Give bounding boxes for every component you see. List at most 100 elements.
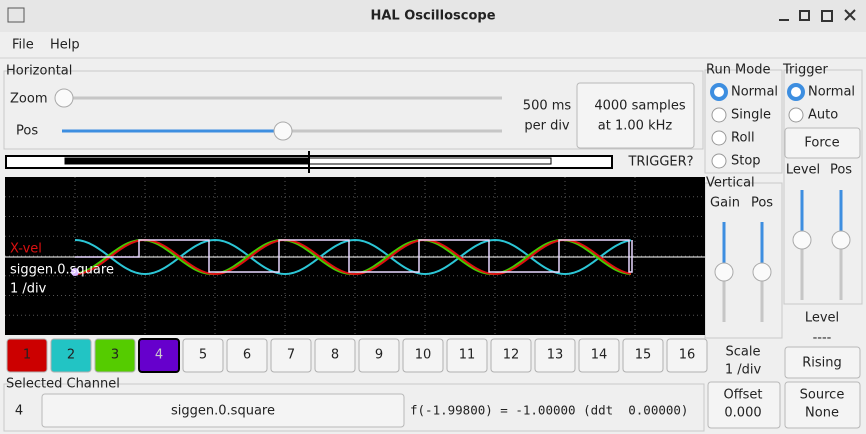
trace-marker — [71, 268, 79, 276]
samples-button[interactable] — [576, 82, 695, 149]
radio[interactable] — [711, 153, 727, 169]
tlevel-handle[interactable] — [792, 230, 812, 250]
channel-button[interactable] — [622, 338, 664, 373]
trace-cyan — [74, 238, 632, 276]
channel-name-button[interactable] — [41, 393, 405, 428]
radio[interactable] — [711, 107, 727, 123]
scope-label: siggen.0.square — [10, 263, 114, 278]
channel-button[interactable] — [226, 338, 268, 373]
button-text: Rising — [802, 356, 842, 371]
source-button[interactable] — [784, 381, 861, 429]
button-text: Force — [804, 136, 839, 151]
radio-label: Stop — [731, 154, 761, 169]
channel-button[interactable] — [6, 338, 48, 373]
trace-red — [74, 238, 632, 276]
channel-number: 4 — [155, 348, 163, 363]
button-text: Source — [800, 388, 845, 403]
channel-button[interactable] — [490, 338, 532, 373]
label: Level — [805, 311, 839, 326]
channel-number: 2 — [67, 348, 75, 363]
trigger-group — [783, 69, 863, 305]
zoom-handle[interactable] — [54, 88, 74, 108]
channel-button[interactable] — [666, 338, 708, 373]
channel-number: 15 — [635, 348, 652, 363]
maximize[interactable] — [821, 10, 833, 22]
button-text: None — [805, 406, 839, 421]
channel-number: 16 — [679, 348, 696, 363]
window-icon — [7, 7, 25, 23]
title-bar — [0, 0, 866, 32]
button-text: siggen.0.square — [171, 404, 275, 419]
channel-button[interactable] — [270, 338, 312, 373]
radio-label: Normal — [731, 85, 778, 100]
channel-button[interactable] — [534, 338, 576, 373]
radio[interactable] — [788, 107, 804, 123]
tpos-handle[interactable] — [831, 230, 851, 250]
channel-button[interactable] — [138, 338, 180, 373]
trigger-status: TRIGGER? — [627, 155, 693, 170]
channel-button[interactable] — [446, 338, 488, 373]
channel-number: 3 — [111, 348, 119, 363]
label: Zoom — [10, 92, 47, 107]
horizontal-group — [3, 70, 704, 150]
channel-button[interactable] — [358, 338, 400, 373]
channel-button[interactable] — [50, 338, 92, 373]
radio-label: Single — [731, 108, 771, 123]
scope-label: 1 /div — [10, 282, 47, 297]
group-label: Trigger — [782, 63, 828, 78]
rate: 500 ms — [523, 99, 572, 114]
channel-number: 4 — [15, 404, 23, 419]
button-text: at 1.00 kHz — [598, 119, 673, 134]
channel-number: 5 — [199, 348, 207, 363]
readout: f(-1.99800) = -1.00000 (ddt 0.00000) — [410, 403, 688, 418]
force-button[interactable] — [784, 127, 861, 159]
group-label: Run Mode — [706, 63, 770, 78]
channel-number: 1 — [23, 348, 31, 363]
selected-channel-group — [3, 383, 705, 432]
radio[interactable] — [710, 83, 728, 101]
record-fill — [65, 158, 309, 164]
rising-button[interactable] — [784, 346, 861, 379]
close[interactable] — [844, 9, 856, 21]
label: Scale — [726, 345, 761, 360]
value: 1 /div — [725, 363, 762, 378]
channel-number: 13 — [547, 348, 564, 363]
channel-button[interactable] — [314, 338, 356, 373]
menu-item: Help — [50, 38, 80, 53]
radio-label: Roll — [731, 131, 755, 146]
scope-label: X-vel — [10, 242, 42, 257]
channel-button[interactable] — [94, 338, 136, 373]
menu-item: File — [12, 38, 34, 53]
gain-handle[interactable] — [714, 262, 734, 282]
pos-handle[interactable] — [273, 121, 293, 141]
channel-button[interactable] — [402, 338, 444, 373]
restore[interactable] — [799, 10, 810, 21]
channel-number: 11 — [459, 348, 476, 363]
run-mode-group — [704, 69, 783, 174]
label: Pos — [830, 163, 852, 178]
button-text: 4000 samples — [594, 99, 685, 114]
radio[interactable] — [787, 83, 805, 101]
trace-square — [75, 239, 633, 273]
channel-button[interactable] — [182, 338, 224, 373]
label: Gain — [710, 196, 740, 211]
label: Pos — [16, 124, 38, 139]
channel-number: 10 — [415, 348, 432, 363]
vpos-handle[interactable] — [752, 262, 772, 282]
channel-number: 8 — [331, 348, 339, 363]
group-label: Vertical — [706, 176, 755, 191]
channel-number: 12 — [503, 348, 520, 363]
radio-label: Normal — [808, 85, 855, 100]
button-text: 0.000 — [724, 406, 761, 421]
offset-button[interactable] — [707, 381, 781, 429]
channel-button[interactable] — [578, 338, 620, 373]
channel-number: 9 — [375, 348, 383, 363]
channel-number: 6 — [243, 348, 251, 363]
radio[interactable] — [711, 130, 727, 146]
rate: per div — [524, 119, 570, 134]
radio-label: Auto — [808, 108, 838, 123]
button-text: Offset — [723, 388, 762, 403]
label: Level — [786, 163, 820, 178]
value: ---- — [813, 331, 832, 346]
group-label: Horizontal — [6, 64, 72, 79]
